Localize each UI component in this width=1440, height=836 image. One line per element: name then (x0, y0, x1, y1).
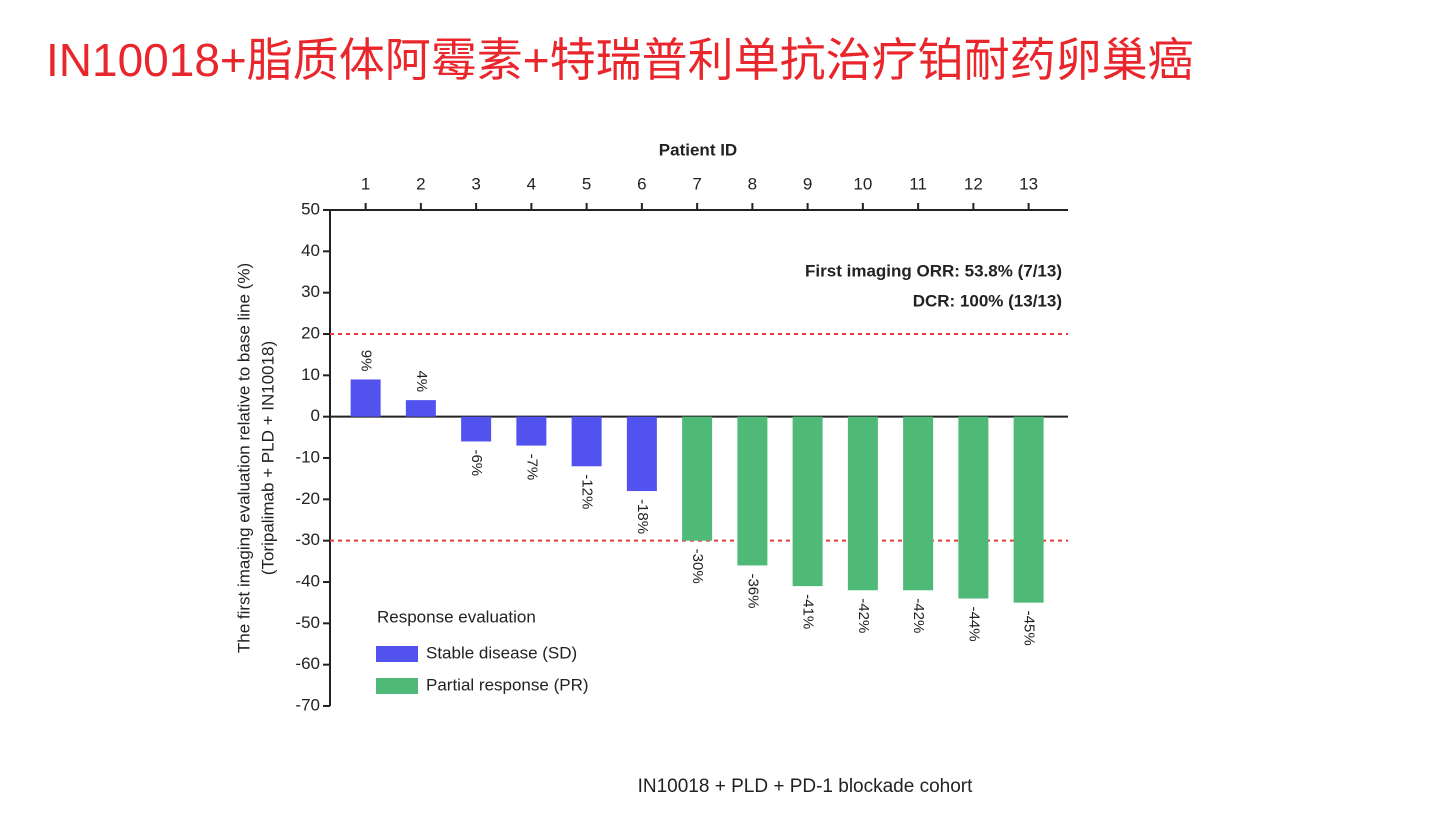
data-label: -45% (1021, 611, 1038, 646)
bar (792, 416, 823, 587)
x-tick-label: 4 (527, 174, 536, 193)
legend-label: Stable disease (SD) (426, 643, 577, 662)
x-tick-label: 2 (416, 174, 425, 193)
bar (682, 416, 713, 541)
legend-label: Partial response (PR) (426, 675, 589, 694)
y-tick-label: -50 (295, 613, 320, 632)
data-label: -18% (634, 499, 651, 534)
data-label: -42% (855, 598, 872, 633)
x-tick-label: 9 (803, 174, 812, 193)
x-axis-title: Patient ID (659, 140, 737, 159)
bar (350, 379, 381, 417)
data-label: -42% (910, 598, 927, 633)
legend-swatch (376, 678, 418, 694)
bar (516, 416, 547, 446)
caption: IN10018 + PLD + PD-1 blockade cohort (638, 776, 974, 797)
x-tick-label: 11 (909, 174, 927, 193)
bar (847, 416, 878, 591)
y-tick-label: -10 (295, 447, 320, 466)
data-label: -44% (965, 607, 982, 642)
y-tick-label: 10 (301, 365, 320, 384)
slide-title: IN10018+脂质体阿霉素+特瑞普利单抗治疗铂耐药卵巢癌 (46, 34, 1194, 86)
y-axis-title: (Toripalimab + PLD + IN10018) (258, 341, 277, 575)
y-tick-label: 20 (301, 323, 320, 342)
bar (958, 416, 989, 599)
y-tick-label: 0 (311, 406, 320, 425)
bar (571, 416, 602, 467)
y-tick-label: 50 (301, 199, 320, 218)
data-label: -36% (744, 573, 761, 608)
x-tick-label: 8 (748, 174, 757, 193)
x-tick-label: 5 (582, 174, 591, 193)
bar (903, 416, 934, 591)
data-label: 4% (413, 370, 430, 392)
bar (737, 416, 768, 566)
x-tick-label: 10 (853, 174, 872, 193)
legend-swatch (376, 646, 418, 662)
x-tick-label: 6 (637, 174, 646, 193)
x-tick-label: 12 (964, 174, 983, 193)
data-label: -41% (800, 594, 817, 629)
y-tick-label: -30 (295, 530, 320, 549)
bar (626, 416, 657, 492)
y-tick-label: -70 (295, 695, 320, 714)
bar (1013, 416, 1044, 603)
legend-title: Response evaluation (377, 607, 536, 626)
x-tick-label: 1 (361, 174, 370, 193)
data-label: -7% (523, 454, 540, 481)
y-tick-label: -40 (295, 571, 320, 590)
y-tick-label: -60 (295, 654, 320, 673)
data-label: -12% (579, 474, 596, 509)
y-tick-label: 30 (301, 282, 320, 301)
x-tick-label: 13 (1019, 174, 1038, 193)
y-axis-title: The first imaging evaluation relative to… (234, 263, 253, 653)
y-tick-label: 40 (301, 241, 320, 260)
x-tick-label: 3 (471, 174, 480, 193)
data-label: 9% (358, 350, 375, 372)
y-tick-label: -20 (295, 489, 320, 508)
x-tick-label: 7 (692, 174, 701, 193)
annotation: DCR: 100% (13/13) (913, 291, 1062, 310)
data-label: -6% (468, 449, 485, 476)
data-label: -30% (689, 549, 706, 584)
bar (461, 416, 492, 442)
annotation: First imaging ORR: 53.8% (7/13) (805, 261, 1062, 280)
bar (405, 400, 436, 417)
